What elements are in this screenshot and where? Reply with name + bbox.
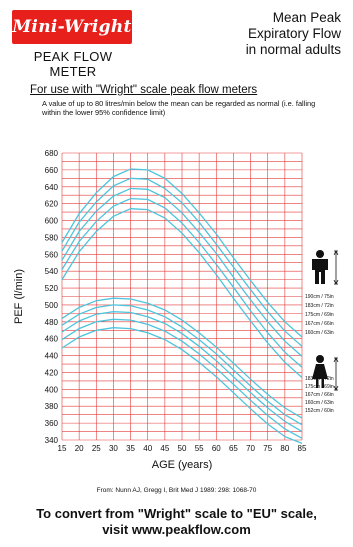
chart-heading: Mean Peak Expiratory Flow in normal adul… (191, 10, 341, 58)
series-line (61, 177, 303, 347)
series-label: 152cm / 60in (305, 408, 334, 414)
y-tick-label: 640 (45, 183, 59, 192)
y-tick-label: 520 (45, 284, 59, 293)
heading-line: in normal adults (245, 42, 341, 57)
y-tick-label: 340 (45, 436, 59, 445)
x-tick-label: 75 (263, 444, 272, 453)
x-tick-label: 15 (58, 444, 67, 453)
x-tick-label: 70 (246, 444, 255, 453)
chart-subtitle: For use with "Wright" scale peak flow me… (30, 84, 258, 96)
mini-wright-logo: Mini-Wright (12, 10, 132, 44)
series-label: 167cm / 66in (305, 321, 334, 327)
woman-icon (312, 355, 328, 388)
y-tick-label: 580 (45, 233, 59, 242)
heading-line: Expiratory Flow (247, 26, 341, 41)
y-axis-title: PEF (l/min) (13, 269, 25, 324)
y-tick-label: 600 (45, 217, 59, 226)
man-icon (312, 250, 328, 284)
y-tick-label: 460 (45, 335, 59, 344)
height-arrow-icon (333, 357, 339, 391)
footer-line: To convert from "Wright" scale to "EU" s… (36, 506, 317, 521)
y-tick-label: 620 (45, 200, 59, 209)
x-tick-label: 60 (212, 444, 221, 453)
x-tick-label: 65 (229, 444, 238, 453)
y-tick-label: 420 (45, 368, 59, 377)
normal-range-note: A value of up to 80 litres/min below the… (42, 99, 316, 117)
y-tick-label: 500 (45, 301, 59, 310)
x-axis-title: AGE (years) (152, 459, 213, 471)
product-name: PEAK FLOW METER (33, 49, 113, 79)
series-label: 183cm / 72in (305, 303, 334, 309)
x-tick-label: 80 (280, 444, 289, 453)
series-line (61, 297, 303, 419)
x-tick-label: 40 (143, 444, 152, 453)
x-tick-label: 25 (92, 444, 101, 453)
y-tick-label: 380 (45, 402, 59, 411)
series-line (61, 327, 303, 445)
series-line (61, 304, 303, 426)
logo-text: Mini-Wright (12, 17, 132, 37)
series-line (61, 187, 303, 357)
heading-line: Mean Peak (272, 10, 341, 25)
conversion-footer: To convert from "Wright" scale to "EU" s… (0, 506, 353, 538)
x-tick-label: 30 (109, 444, 118, 453)
series-line (61, 318, 303, 439)
x-tick-label: 45 (160, 444, 169, 453)
series-line (61, 311, 303, 433)
height-arrow-icon (333, 250, 339, 285)
y-tick-label: 660 (45, 166, 59, 175)
y-tick-label: 400 (45, 385, 59, 394)
series-label: 160cm / 63in (305, 400, 334, 406)
y-tick-label: 480 (45, 318, 59, 327)
y-tick-label: 440 (45, 352, 59, 361)
x-tick-label: 85 (298, 444, 307, 453)
series-label: 160cm / 63in (305, 330, 334, 336)
x-tick-label: 50 (178, 444, 187, 453)
series-line (61, 168, 303, 338)
y-tick-label: 680 (45, 149, 59, 158)
y-tick-label: 560 (45, 250, 59, 259)
series-line (61, 208, 303, 378)
source-citation: From: Nunn AJ, Gregg I, Brit Med J 1989:… (96, 487, 257, 494)
x-tick-label: 20 (75, 444, 84, 453)
y-tick-label: 360 (45, 419, 59, 428)
series-label: 175cm / 69in (305, 312, 334, 318)
series-label: 175cm / 69in (305, 384, 334, 390)
x-tick-label: 55 (195, 444, 204, 453)
series-label: 167cm / 66in (305, 392, 334, 398)
series-label: 190cm / 75in (305, 294, 334, 300)
footer-line: visit www.peakflow.com (102, 522, 251, 537)
series-line (61, 197, 303, 368)
x-tick-label: 35 (126, 444, 135, 453)
y-tick-label: 540 (45, 267, 59, 276)
